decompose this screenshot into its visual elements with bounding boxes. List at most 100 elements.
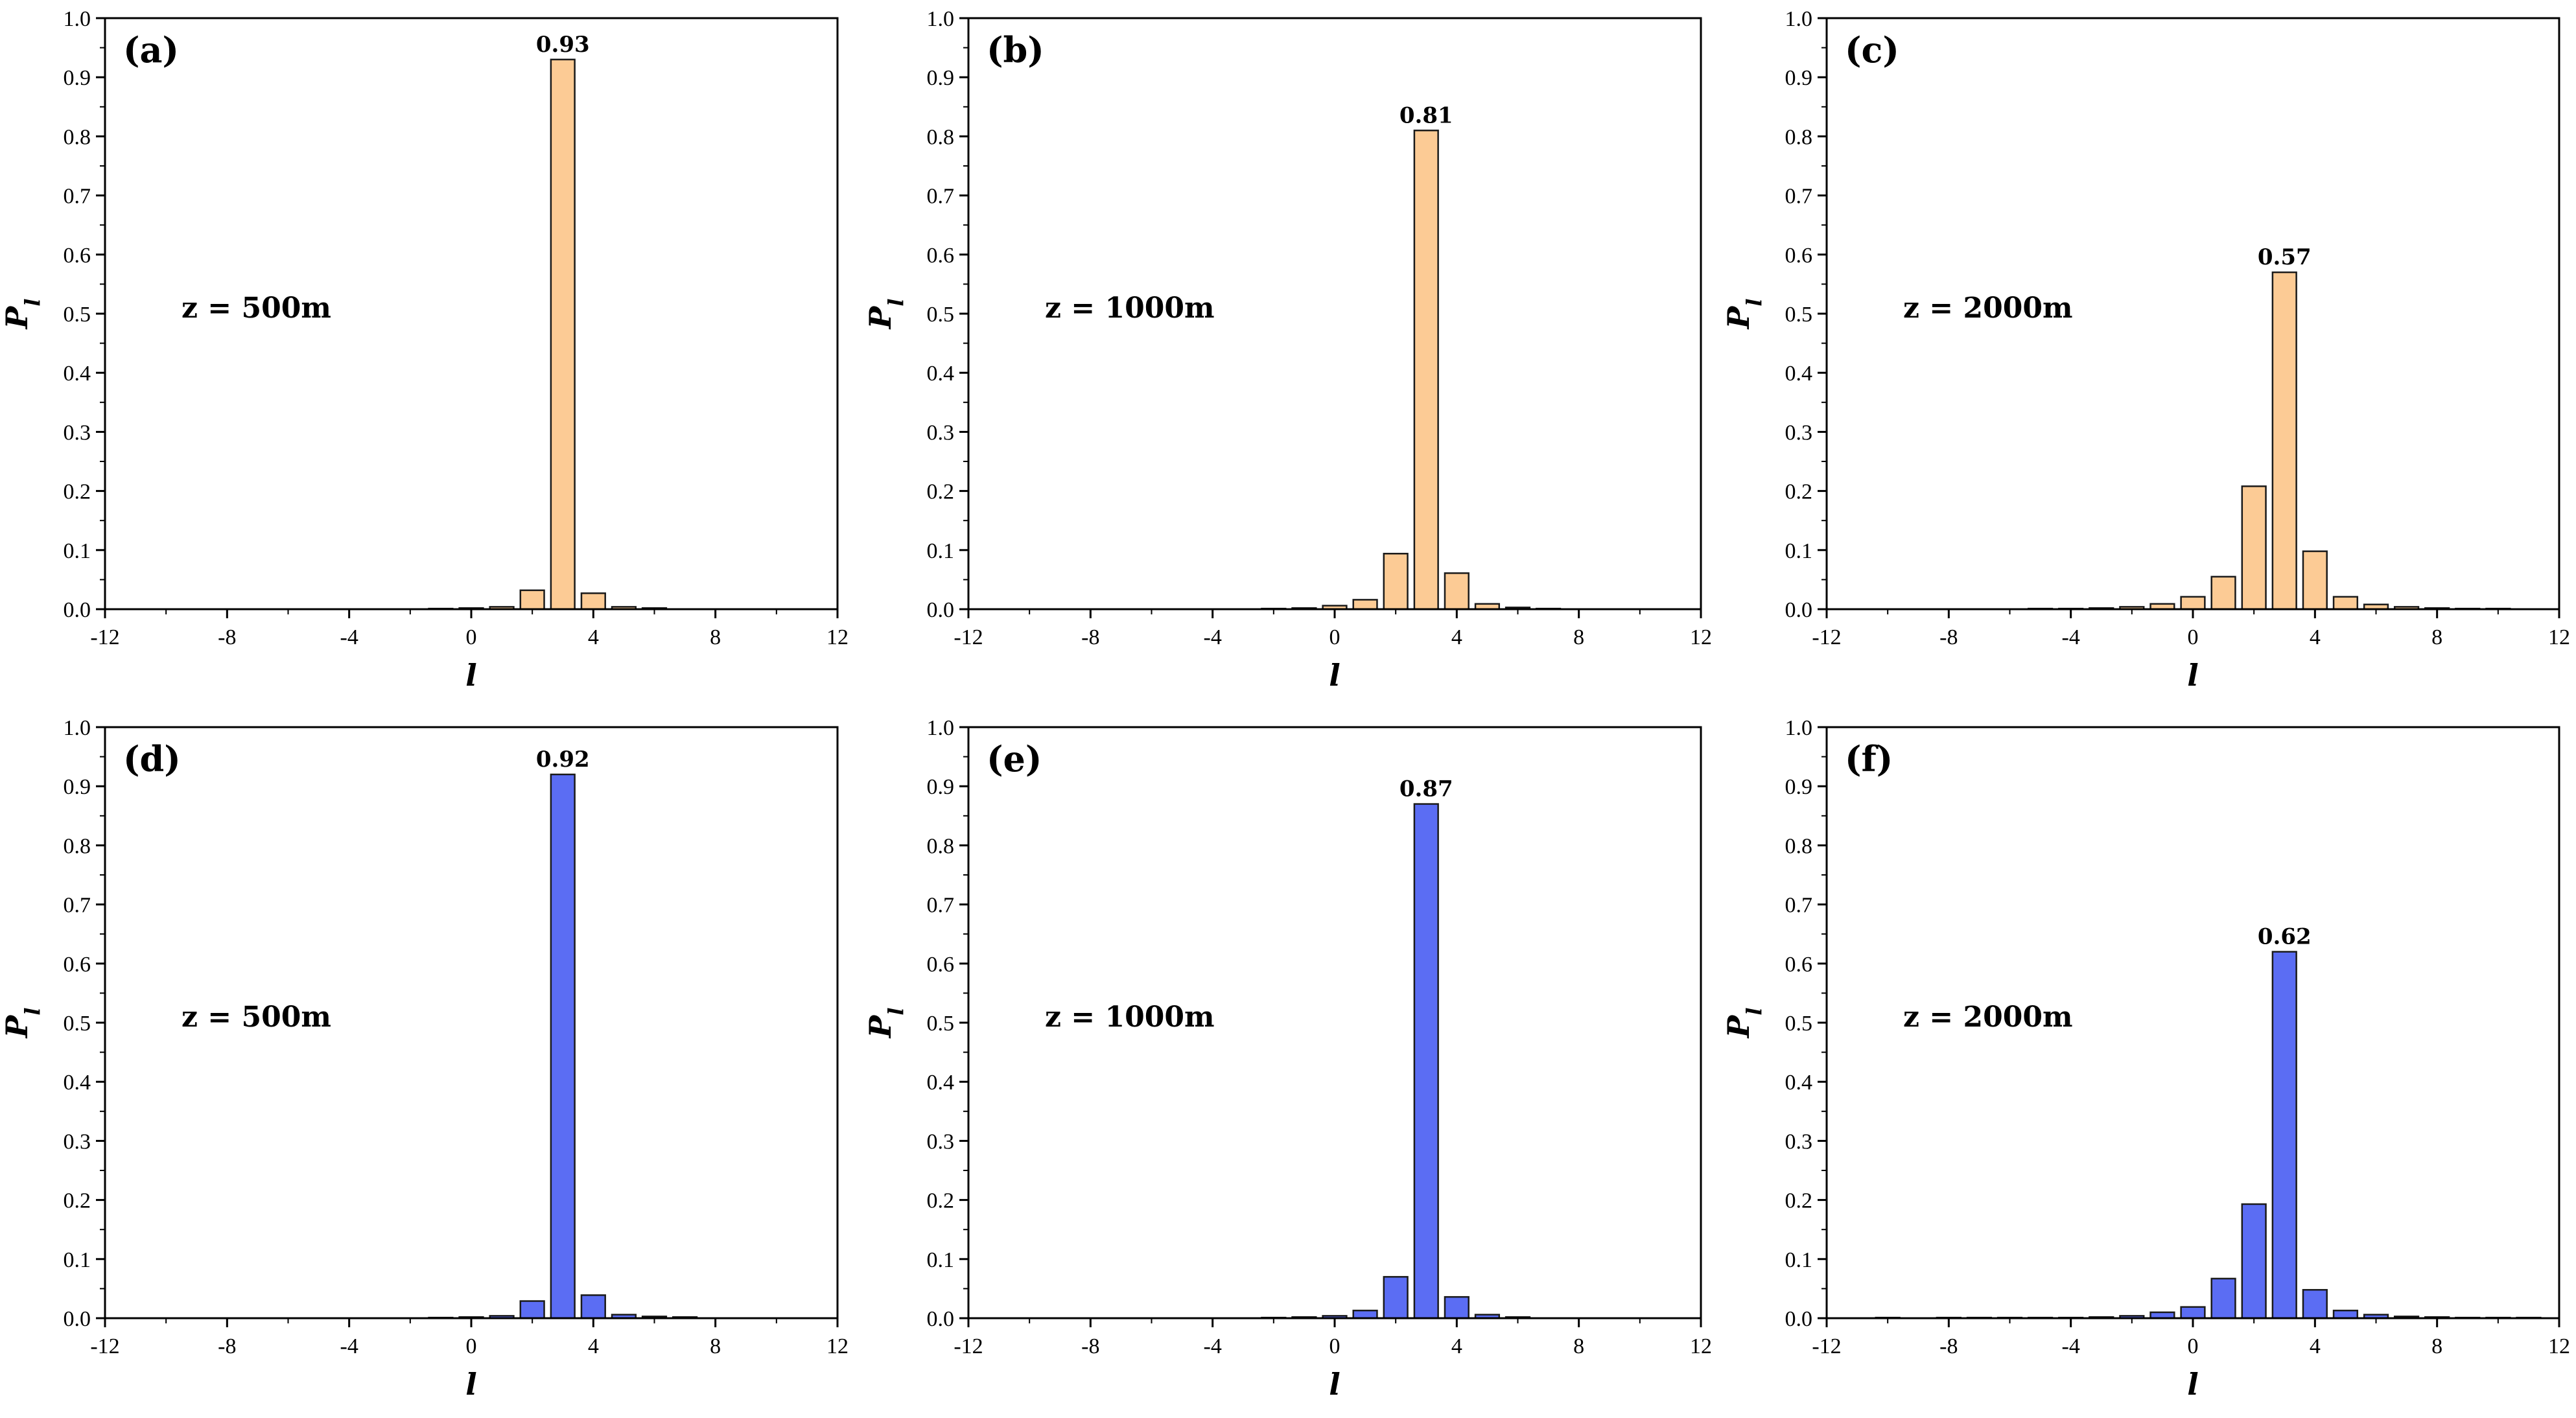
bar bbox=[1352, 599, 1378, 610]
bar bbox=[2210, 1277, 2236, 1319]
bar bbox=[519, 589, 545, 610]
bar bbox=[2241, 485, 2267, 610]
x-tick-label: -8 bbox=[1939, 1334, 1958, 1358]
peak-value-label: 0.57 bbox=[2258, 244, 2312, 270]
x-tick-label: -12 bbox=[90, 625, 119, 649]
y-axis-title: Pl bbox=[863, 1008, 908, 1040]
distance-annotation: z = 500m bbox=[181, 1001, 331, 1034]
y-tick-label: 0.7 bbox=[64, 185, 91, 209]
x-tick-label: -4 bbox=[2062, 1334, 2080, 1358]
bar bbox=[2302, 550, 2328, 610]
y-tick-label: 0.4 bbox=[927, 362, 955, 386]
y-tick-label: 0.3 bbox=[1785, 421, 1813, 445]
y-tick-label: 0.6 bbox=[1785, 953, 1813, 977]
y-tick-label: 0.1 bbox=[64, 1248, 91, 1272]
x-tick-label: 8 bbox=[1573, 625, 1584, 649]
y-tick-label: 1.0 bbox=[64, 716, 91, 740]
y-tick-label: 0.2 bbox=[1785, 480, 1813, 504]
y-tick-label: 0.5 bbox=[64, 303, 91, 327]
peak-value-label: 0.92 bbox=[536, 747, 590, 773]
panel-label: (b) bbox=[987, 29, 1044, 71]
bar bbox=[550, 58, 576, 610]
y-tick-label: 0.8 bbox=[64, 834, 91, 858]
y-tick-label: 0.9 bbox=[1785, 66, 1813, 90]
x-tick-label: 8 bbox=[2431, 1334, 2442, 1358]
y-tick-label: 0.2 bbox=[927, 480, 955, 504]
y-tick-label: 0.5 bbox=[927, 303, 955, 327]
y-tick-label: 1.0 bbox=[64, 7, 91, 31]
y-tick-label: 0.9 bbox=[1785, 775, 1813, 799]
chart-panel-6: 0.0 0.1 0.2 0.3 0.4 0.5 0.6 0.7 0.8 0.9 1.0 -12 -8 -4… bbox=[1721, 716, 2570, 1402]
x-axis-title: l bbox=[2187, 658, 2198, 693]
y-tick-label: 0.7 bbox=[927, 185, 955, 209]
x-tick-label: -8 bbox=[1081, 625, 1099, 649]
distance-annotation: z = 2000m bbox=[1903, 1001, 2073, 1034]
chart-panel-3: 0.0 0.1 0.2 0.3 0.4 0.5 0.6 0.7 0.8 0.9 1.0 -12 -8 -4… bbox=[1721, 7, 2570, 693]
x-tick-label: 4 bbox=[1451, 1334, 1462, 1358]
y-tick-label: 0.7 bbox=[1785, 185, 1813, 209]
y-tick-label: 0.1 bbox=[927, 539, 955, 563]
peak-value-label: 0.62 bbox=[2258, 924, 2312, 950]
y-tick-label: 0.4 bbox=[64, 1071, 91, 1095]
y-tick-label: 0.2 bbox=[64, 480, 91, 504]
bar bbox=[2210, 575, 2236, 610]
y-tick-label: 1.0 bbox=[1785, 7, 1813, 31]
y-tick-label: 0.3 bbox=[64, 421, 91, 445]
x-tick-label: -4 bbox=[340, 625, 358, 649]
y-tick-label: 0.6 bbox=[1785, 244, 1813, 268]
y-tick-label: 0.0 bbox=[1785, 598, 1813, 622]
chart-panel-4: 0.0 0.1 0.2 0.3 0.4 0.5 0.6 0.7 0.8 0.9 1.0 -12 -8 -4… bbox=[0, 716, 849, 1402]
x-tick-label: 4 bbox=[2310, 1334, 2321, 1358]
y-axis-title: Pl bbox=[1721, 1008, 1766, 1040]
y-tick-label: 0.9 bbox=[927, 775, 955, 799]
y-tick-label: 0.6 bbox=[927, 244, 955, 268]
y-tick-label: 0.5 bbox=[64, 1012, 91, 1036]
peak-value-label: 0.93 bbox=[536, 32, 590, 58]
x-tick-label: 0 bbox=[466, 1334, 477, 1358]
y-tick-label: 0.2 bbox=[1785, 1189, 1813, 1213]
bar bbox=[2332, 1309, 2359, 1319]
bar bbox=[2271, 271, 2297, 610]
bar bbox=[1444, 1296, 1469, 1319]
peak-value-label: 0.87 bbox=[1399, 776, 1453, 802]
y-tick-label: 0.5 bbox=[1785, 1012, 1813, 1036]
y-axis-title: Pl bbox=[0, 299, 45, 331]
y-tick-label: 0.5 bbox=[927, 1012, 955, 1036]
bar bbox=[1444, 572, 1469, 610]
bar bbox=[580, 1294, 606, 1319]
y-tick-label: 1.0 bbox=[927, 716, 955, 740]
y-tick-label: 0.2 bbox=[64, 1189, 91, 1213]
x-tick-label: 0 bbox=[466, 625, 477, 649]
y-tick-label: 0.1 bbox=[64, 539, 91, 563]
x-tick-label: 12 bbox=[2548, 1334, 2570, 1358]
x-tick-label: 0 bbox=[2188, 625, 2199, 649]
y-tick-label: 0.6 bbox=[64, 953, 91, 977]
chart-panel-5: 0.0 0.1 0.2 0.3 0.4 0.5 0.6 0.7 0.8 0.9 1.0 -12 -8 -4… bbox=[863, 716, 1712, 1402]
x-tick-label: 12 bbox=[826, 625, 849, 649]
x-tick-label: 12 bbox=[1690, 1334, 1712, 1358]
bar bbox=[2302, 1288, 2328, 1319]
y-axis-title: Pl bbox=[1721, 299, 1766, 331]
chart-panel-2: 0.0 0.1 0.2 0.3 0.4 0.5 0.6 0.7 0.8 0.9 1.0 -12 -8 -4… bbox=[863, 7, 1712, 693]
x-tick-label: 8 bbox=[1573, 1334, 1584, 1358]
y-tick-label: 0.4 bbox=[1785, 1071, 1813, 1095]
y-tick-label: 0.8 bbox=[64, 125, 91, 149]
panel-label: (d) bbox=[123, 738, 181, 780]
bar bbox=[1413, 803, 1439, 1319]
x-tick-label: 4 bbox=[588, 1334, 599, 1358]
y-tick-label: 0.2 bbox=[927, 1189, 955, 1213]
panel-label: (c) bbox=[1845, 29, 1899, 71]
y-tick-label: 0.8 bbox=[927, 125, 955, 149]
bar bbox=[1413, 130, 1439, 610]
x-axis-title: l bbox=[465, 658, 476, 693]
panel-label: (f) bbox=[1845, 738, 1893, 780]
y-tick-label: 0.0 bbox=[1785, 1307, 1813, 1331]
y-tick-label: 1.0 bbox=[927, 7, 955, 31]
bar bbox=[2271, 951, 2297, 1319]
y-tick-label: 0.8 bbox=[1785, 834, 1813, 858]
y-tick-label: 0.9 bbox=[927, 66, 955, 90]
y-tick-label: 0.5 bbox=[1785, 303, 1813, 327]
x-tick-label: -12 bbox=[954, 1334, 983, 1358]
y-tick-label: 0.8 bbox=[927, 834, 955, 858]
x-tick-label: 12 bbox=[1690, 625, 1712, 649]
